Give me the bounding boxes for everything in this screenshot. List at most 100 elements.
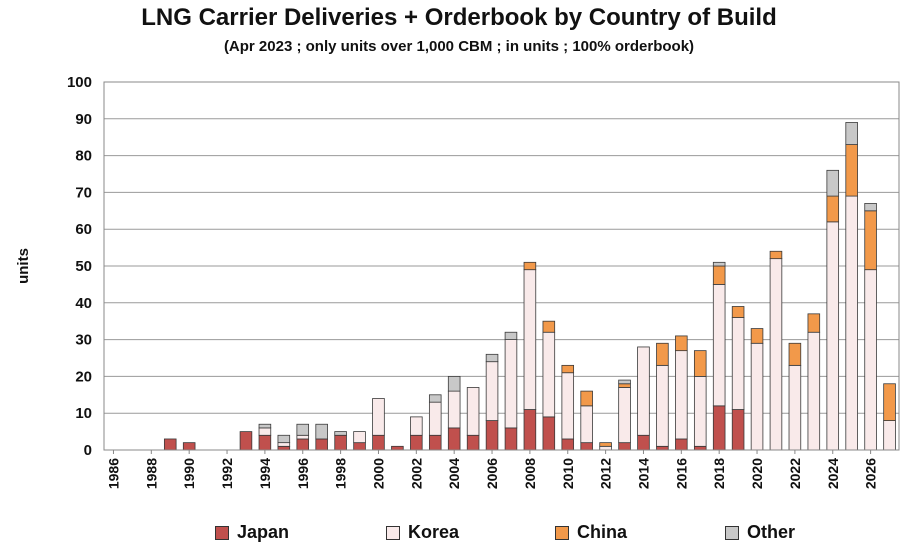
bar-china-2010 xyxy=(561,364,575,374)
bar-other-1994 xyxy=(258,423,272,429)
bar-korea-1995 xyxy=(277,442,291,447)
bar-china-2015 xyxy=(656,342,669,366)
bar-korea-2023 xyxy=(807,331,821,451)
bar-japan-1989 xyxy=(163,438,177,451)
y-tick-label: 100 xyxy=(67,74,92,91)
bar-korea-2003 xyxy=(428,401,442,436)
bar-china-2016 xyxy=(675,335,688,352)
bar-japan-1997 xyxy=(315,438,328,451)
x-tick-label: 2014 xyxy=(635,458,651,489)
bar-korea-2024 xyxy=(826,221,840,451)
x-tick-label: 2022 xyxy=(787,458,803,489)
bar-other-2003 xyxy=(428,394,442,403)
bar-china-2021 xyxy=(769,250,783,260)
y-tick-label: 30 xyxy=(75,332,92,349)
legend-item-korea: Korea xyxy=(386,522,459,543)
bar-china-2024 xyxy=(826,195,840,223)
bar-other-2018 xyxy=(712,261,726,267)
bar-japan-2000 xyxy=(372,434,385,451)
bar-japan-2016 xyxy=(675,438,688,451)
bar-china-2009 xyxy=(542,320,556,333)
legend-swatch-japan xyxy=(215,525,229,540)
bar-japan-2008 xyxy=(523,409,537,451)
bar-china-2020 xyxy=(750,328,764,344)
bar-japan-2015 xyxy=(656,445,669,451)
x-tick-label: 2016 xyxy=(673,458,689,489)
bar-korea-2019 xyxy=(731,317,745,410)
bar-japan-2001 xyxy=(391,445,404,451)
bar-china-2008 xyxy=(523,261,537,271)
bar-japan-2011 xyxy=(580,442,593,451)
legend-label-china: China xyxy=(577,522,628,542)
bar-korea-2016 xyxy=(675,350,688,440)
bar-korea-2026 xyxy=(864,269,877,451)
bar-korea-2014 xyxy=(637,346,650,436)
legend-swatch-china xyxy=(555,525,569,540)
x-tick-label: 1988 xyxy=(143,458,159,489)
legend-swatch-korea xyxy=(386,525,400,540)
bar-china-2019 xyxy=(731,306,745,318)
bar-other-2007 xyxy=(504,331,518,340)
bar-korea-2007 xyxy=(504,339,518,429)
bar-china-2022 xyxy=(788,342,802,366)
bar-japan-2014 xyxy=(637,434,650,451)
bar-series xyxy=(163,122,896,451)
bar-korea-1999 xyxy=(353,431,366,444)
bar-other-2025 xyxy=(845,122,858,145)
bar-japan-1998 xyxy=(334,434,347,451)
bar-japan-2004 xyxy=(447,427,461,451)
bar-korea-2027 xyxy=(883,420,896,451)
bar-korea-2006 xyxy=(485,361,499,421)
bar-japan-2017 xyxy=(693,445,707,451)
bar-japan-2009 xyxy=(542,416,556,451)
bar-japan-2003 xyxy=(428,434,442,451)
legend-label-japan: Japan xyxy=(237,522,290,542)
chart-subtitle: (Apr 2023 ; only units over 1,000 CBM ; … xyxy=(223,38,695,55)
bar-korea-2000 xyxy=(372,398,385,436)
x-tick-label: 1994 xyxy=(257,458,273,489)
bar-other-2013 xyxy=(618,379,631,385)
legend-item-other: Other xyxy=(725,522,795,543)
x-tick-label: 2000 xyxy=(370,458,386,489)
bar-korea-2020 xyxy=(750,342,764,451)
bar-japan-2005 xyxy=(466,434,480,451)
bar-japan-2010 xyxy=(561,438,575,451)
x-tick-label: 1996 xyxy=(295,458,311,489)
x-tick-label: 2004 xyxy=(446,458,462,489)
x-tick-label: 2010 xyxy=(560,458,576,489)
bar-japan-1996 xyxy=(296,438,310,451)
y-tick-label: 10 xyxy=(75,405,92,422)
y-tick-label: 0 xyxy=(84,442,92,459)
bar-korea-2002 xyxy=(410,416,423,436)
bar-korea-2022 xyxy=(788,364,802,451)
bar-korea-2013 xyxy=(618,387,631,444)
chart-title: LNG Carrier Deliveries + Orderbook by Co… xyxy=(141,4,777,31)
legend-label-other: Other xyxy=(747,522,796,542)
bar-other-1995 xyxy=(277,434,291,444)
bar-other-2024 xyxy=(826,169,840,197)
bar-korea-2009 xyxy=(542,331,556,418)
bar-other-1997 xyxy=(315,423,328,440)
y-tick-label: 80 xyxy=(75,148,92,165)
bar-korea-1994 xyxy=(258,427,272,436)
bar-other-1998 xyxy=(334,431,347,436)
bar-japan-2006 xyxy=(485,420,499,451)
y-tick-label: 70 xyxy=(75,184,92,201)
bar-japan-1995 xyxy=(277,445,291,451)
x-tick-label: 1992 xyxy=(219,458,235,489)
y-axis-ticks: 0 10 20 30 40 50 60 70 80 90 100 xyxy=(67,74,92,459)
bar-japan-1999 xyxy=(353,442,366,451)
bar-korea-1996 xyxy=(296,434,310,440)
legend-item-japan: Japan xyxy=(215,522,289,543)
bar-korea-2005 xyxy=(466,387,480,436)
x-tick-label: 1990 xyxy=(181,458,197,489)
y-tick-label: 90 xyxy=(75,111,92,128)
bar-korea-2025 xyxy=(845,195,858,451)
bar-other-1996 xyxy=(296,423,310,436)
y-tick-label: 20 xyxy=(75,368,92,385)
x-tick-label: 2002 xyxy=(408,458,424,489)
y-tick-label: 50 xyxy=(75,258,92,275)
x-tick-label: 2006 xyxy=(484,458,500,489)
bar-korea-2004 xyxy=(447,390,461,429)
